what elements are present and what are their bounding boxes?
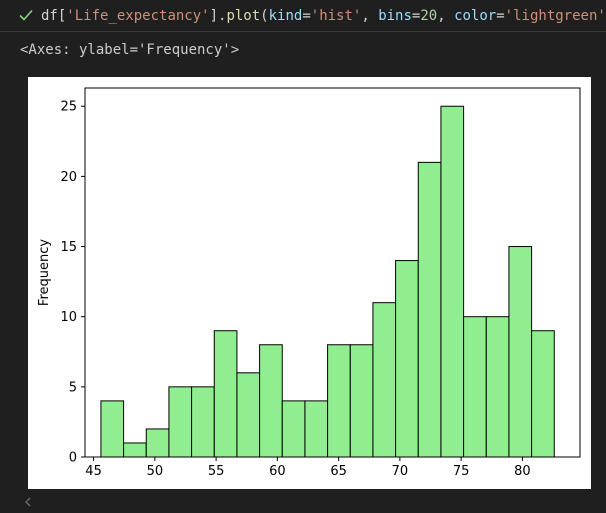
output-repr: <Axes: ylabel='Frequency'> <box>20 42 240 58</box>
histogram-bar <box>327 344 351 458</box>
histogram-bar <box>485 316 510 458</box>
histogram-bar <box>463 316 487 458</box>
code-token: bins <box>378 8 412 24</box>
histogram-bar <box>259 344 283 458</box>
code-token: 'hist' <box>310 8 362 24</box>
code-line[interactable]: df['Life_expectancy'].plot(kind='hist', … <box>41 7 606 25</box>
x-tick-label: 65 <box>330 464 347 479</box>
histogram-bar <box>145 428 170 458</box>
histogram-bar <box>304 400 329 458</box>
y-tick-label: 25 <box>60 100 77 115</box>
y-tick-label: 5 <box>69 380 77 395</box>
x-tick-label: 80 <box>514 464 531 479</box>
y-tick-label: 20 <box>60 170 77 185</box>
code-token: ( <box>260 8 269 24</box>
histogram-bar <box>168 386 193 458</box>
code-token: 'lightgreen' <box>504 8 606 24</box>
x-tick-label: 75 <box>453 464 470 479</box>
histogram-bar <box>508 246 533 458</box>
histogram-figure: 45 50 55 60 65 70 75 80 0 5 10 15 20 25 Frequency <box>28 77 591 489</box>
histogram-bar <box>191 386 215 458</box>
histogram-bar <box>236 372 261 458</box>
plot-frame <box>84 87 581 458</box>
code-token: 'Life_expectancy' <box>66 8 210 24</box>
histogram-bar <box>417 161 442 458</box>
x-tick-label: 45 <box>85 464 102 479</box>
y-tick-label: 0 <box>69 451 77 466</box>
code-token: = <box>411 8 421 24</box>
histogram-bar <box>349 344 374 458</box>
code-token: df[ <box>41 8 67 24</box>
code-token: = <box>302 8 311 24</box>
histogram-chart: 45 50 55 60 65 70 75 80 0 5 10 15 20 25 Frequency <box>37 87 581 479</box>
x-tick-label: 60 <box>269 464 286 479</box>
histogram-bar <box>395 260 419 458</box>
x-tick-label: 70 <box>392 464 409 479</box>
histogram-bar <box>440 105 465 458</box>
code-token: plot <box>226 8 261 24</box>
check-icon <box>19 9 33 21</box>
histogram-bar <box>531 330 555 458</box>
histogram-bar <box>372 302 397 458</box>
histogram-bar <box>281 400 306 458</box>
code-token: = <box>496 8 505 24</box>
histogram-bar <box>123 442 147 458</box>
scroll-left-icon[interactable] <box>24 497 32 507</box>
code-token: , <box>361 8 379 24</box>
code-token: , <box>437 8 455 24</box>
x-tick-label: 55 <box>208 464 225 479</box>
code-token: ]. <box>209 8 227 24</box>
x-tick-label: 50 <box>147 464 164 479</box>
code-token: kind <box>268 8 303 24</box>
histogram-bar <box>213 330 238 458</box>
code-token: color <box>454 8 497 24</box>
y-tick-label: 10 <box>60 310 77 325</box>
y-tick-label: 15 <box>60 240 77 255</box>
code-cell[interactable]: df['Life_expectancy'].plot(kind='hist', … <box>0 0 606 32</box>
histogram-bar <box>100 400 125 458</box>
code-token: 20 <box>420 8 438 24</box>
y-axis-label: Frequency <box>37 239 52 306</box>
